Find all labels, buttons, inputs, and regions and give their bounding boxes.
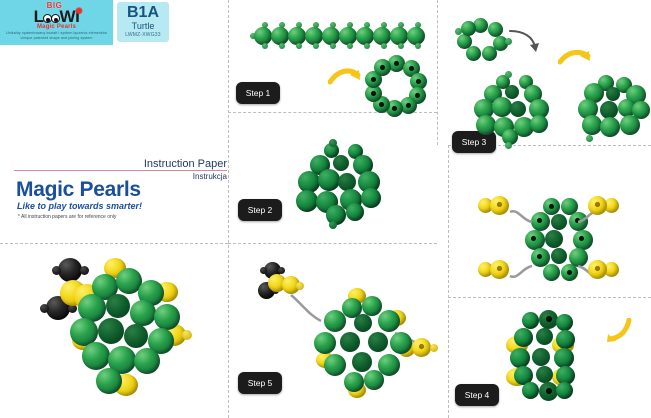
logo-loowi-text: L WI ✺ [33, 6, 83, 26]
divider-vertical-right [437, 0, 438, 145]
divider-h-step1 [228, 112, 437, 113]
step4-flipper-bottom-right [586, 260, 622, 282]
logo-tagline-en: Unique patented shape and joining system [20, 36, 93, 40]
page-title: Magic Pearls [16, 178, 141, 201]
divider-h-left-bottom [0, 243, 228, 244]
step2-assembly [296, 139, 388, 229]
step-badge-4: Step 4 [455, 384, 499, 406]
instrukcja-label: Instrukcja [192, 172, 227, 181]
step-badge-2: Step 2 [238, 199, 282, 221]
step5-turtle-body [310, 288, 420, 398]
model-id: LWMZ-XWG33 [125, 32, 161, 38]
step-badge-5: Step 5 [238, 372, 282, 394]
model-name: Turtle [131, 21, 155, 31]
model-code-box: B1A Turtle LWMZ-XWG33 [117, 2, 169, 42]
instruction-paper-label: Instruction Paper [143, 158, 227, 170]
step3-arrow-icon [558, 49, 591, 65]
reference-note: * All instruction papers are for referen… [18, 214, 117, 220]
step4-flipper-bottom-left [478, 260, 514, 282]
logo-tagline-pl: Unikalny opatentowany kształt i system ł… [6, 31, 107, 35]
step3-small-ring [455, 18, 515, 63]
divider-h-step4 [448, 297, 651, 298]
logo-eye-icon [51, 14, 61, 23]
brand-slogan: Like to play towards smarter! [17, 201, 143, 211]
step3-rotate-arrow-icon [509, 30, 539, 52]
divider-vertical-right-2 [448, 145, 449, 418]
step3-assembly-front [474, 71, 552, 149]
logo-spark-icon: ✺ [75, 6, 83, 16]
title-divider [14, 170, 227, 171]
brand-logo: BIG L WI ✺ Magic Pearls Unikalny opatentow… [0, 0, 113, 45]
step-badge-1: Step 1 [236, 82, 280, 104]
step1-bead-ring [365, 55, 427, 117]
divider-h-step2 [228, 243, 437, 244]
step-badge-3: Step 3 [452, 131, 496, 153]
step4-flipper-top-right [586, 196, 622, 218]
logo-subtitle: Magic Pearls [36, 24, 77, 30]
step1-arrow-icon [328, 68, 361, 85]
divider-h-step3 [448, 145, 651, 146]
step5-head-piece [258, 262, 316, 310]
step4-flipper-top-left [478, 196, 514, 218]
step4-assembled-body [486, 310, 594, 402]
model-code: B1A [126, 4, 159, 21]
step4-body-with-flippers [505, 196, 623, 288]
logo-big-text: BIG [46, 1, 63, 10]
step1-bead-strip [250, 22, 430, 52]
step3-assembly-rotated [578, 75, 650, 142]
finished-model [30, 252, 220, 412]
divider-vertical-left [228, 0, 229, 418]
step4-arrow-icon [607, 318, 632, 342]
